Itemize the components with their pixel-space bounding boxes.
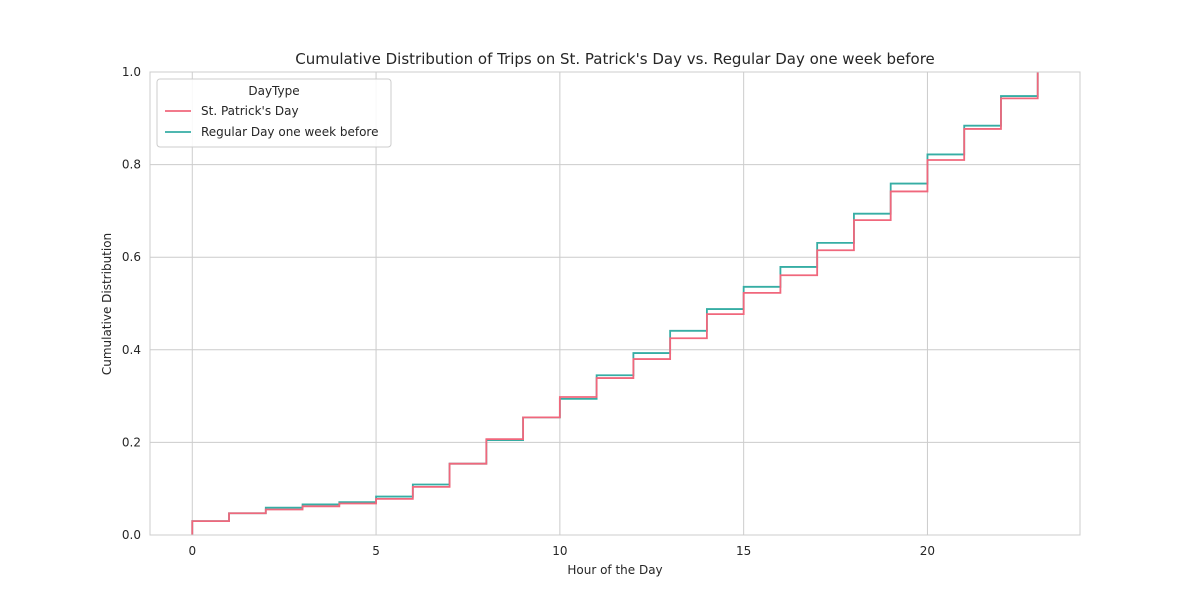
legend-label: Regular Day one week before <box>201 125 378 139</box>
y-tick-label: 0.6 <box>122 250 141 264</box>
series-group <box>191 72 1039 535</box>
legend: DayType St. Patrick's Day Regular Day one… <box>156 78 392 148</box>
y-tick-label: 0.4 <box>122 343 141 357</box>
plot-frame <box>149 71 1081 536</box>
x-axis-label: Hour of the Day <box>567 563 662 577</box>
series-line-1 <box>191 72 1039 535</box>
y-axis-label: Cumulative Distribution <box>100 233 114 375</box>
x-tick-label: 20 <box>920 544 935 558</box>
y-tick-label: 0.8 <box>122 158 141 172</box>
x-tick-label: 0 <box>188 544 196 558</box>
y-tick-labels: 0.0 0.2 0.4 0.6 0.8 1.0 <box>122 65 141 542</box>
y-tick-label: 0.0 <box>122 528 141 542</box>
x-tick-labels: 0 5 10 15 20 <box>188 544 935 558</box>
legend-box <box>156 78 392 148</box>
legend-label: St. Patrick's Day <box>201 104 299 118</box>
x-tick-label: 5 <box>372 544 380 558</box>
y-tick-label: 1.0 <box>122 65 141 79</box>
legend-title: DayType <box>248 84 299 98</box>
series-line-0 <box>191 72 1039 535</box>
x-tick-label: 10 <box>552 544 567 558</box>
x-tick-label: 15 <box>736 544 751 558</box>
y-tick-label: 0.2 <box>122 435 141 449</box>
chart-title: Cumulative Distribution of Trips on St. … <box>295 50 935 68</box>
